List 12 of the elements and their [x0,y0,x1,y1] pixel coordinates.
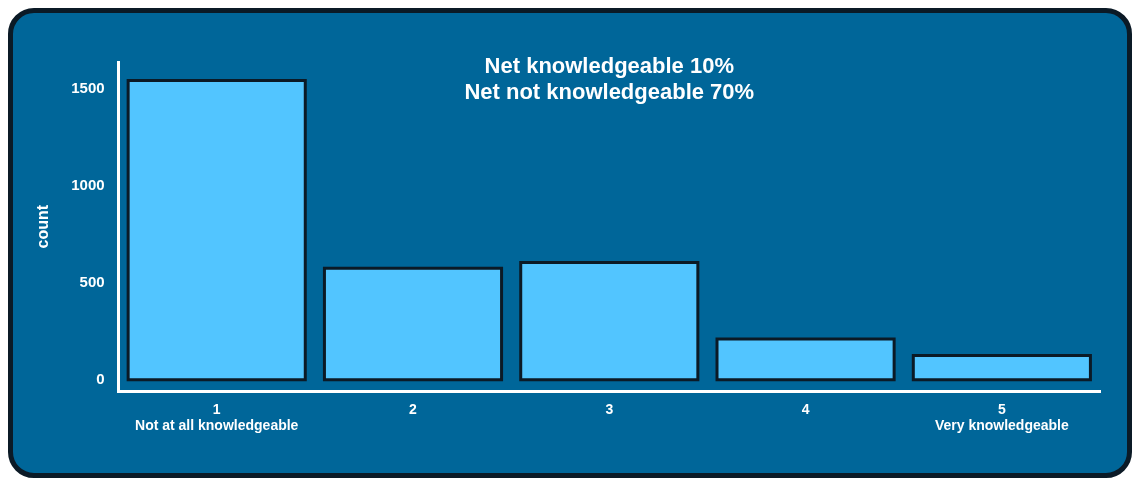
x-tick-label: 2 [409,400,418,417]
y-tick-label: 500 [79,273,105,291]
chart-title: Net knowledgeable 10% [484,53,734,79]
x-tick-label: 3 [605,400,614,417]
y-axis-title: count [34,204,52,249]
y-tick-label: 1000 [71,176,105,194]
x-tick-label: 4 [801,400,810,417]
x-tick-label: 1 Not at all knowledgeable [135,400,299,434]
y-tick-label: 1500 [71,79,105,97]
x-tick-label: 5 Very knowledgeable [934,400,1069,434]
y-tick-label: 0 [96,369,105,387]
text: Net not knowledgeable 70% [464,79,755,105]
